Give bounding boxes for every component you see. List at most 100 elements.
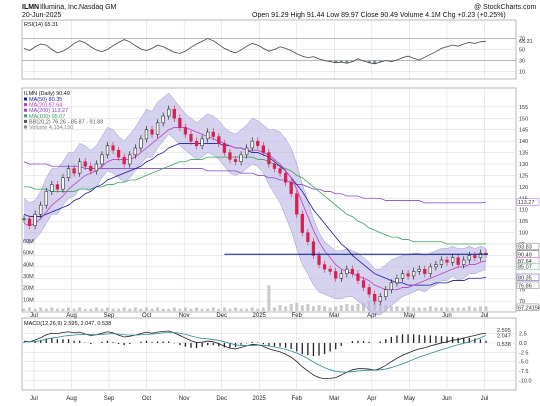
macd-tick-label: -10.0 [519,378,532,384]
volume-bar [400,307,405,311]
volume-bar [362,302,366,311]
volume-bar [139,308,143,311]
candle-body [211,131,215,137]
candle-body [83,161,87,167]
volume-bar [272,307,276,311]
candle-body [94,163,98,172]
candle-body [283,172,288,183]
legend-entry: Volume 4,134,150 [29,125,73,131]
volume-bar [156,307,160,311]
candle-body [339,273,343,279]
candle-body [367,287,371,295]
price-value-label: 85.07 [518,265,532,271]
volume-bar [462,307,466,311]
volume-bar [211,307,215,311]
x-tick-label-price: 2025 [253,313,267,319]
candle-body [155,122,160,135]
volume-bar [451,307,455,311]
candle-body [111,145,115,151]
rsi-tick-label: 70 [519,37,525,43]
candle-body [50,184,54,192]
legend-entry: MA(50) 80.35 [29,97,62,103]
quote-line: Open 91.29 High 91.44 Low 89.97 Close 90… [252,12,506,19]
bollinger-lower [23,133,487,316]
candle-body [378,296,382,302]
candle-body [239,154,243,162]
x-tick-label-macd: Feb [292,396,303,402]
legend-swatch [24,103,27,107]
volume-bar [183,307,187,311]
copyright: @ StockCharts.com [474,4,537,11]
candle-body [289,182,293,194]
candle-body [295,193,299,215]
candle-body [133,147,137,156]
x-tick-label-macd: Nov [179,396,190,402]
volume-bar [234,307,238,311]
price-tick-label: 120 [519,185,528,191]
price-tick-label: 70 [519,299,525,305]
rsi-tick-label: 30 [519,59,525,65]
candle-body [217,136,221,144]
price-value-label: 93.83 [518,245,532,251]
candle-body [100,154,104,165]
volume-bar [167,308,171,311]
x-tick-label-price: Sep [104,313,115,319]
volume-bar [111,308,115,311]
price-title: ILMN (Daily) 90.49 [24,91,70,97]
candle-body [384,289,388,297]
volume-bar [289,304,293,311]
price-value-label: 87.64 [518,259,532,265]
volume-bar [128,308,132,311]
candle-body [161,115,165,124]
ma100-line [24,156,487,245]
volume-bar [33,308,37,311]
volume-bar [195,307,199,311]
ma20-line [23,127,487,291]
volume-bar [345,304,349,311]
macd-tick-label: -5.0 [519,360,528,366]
price-series [22,92,488,316]
candle-body [373,294,377,302]
volume-bar [323,306,327,311]
price-value-label: 67.24156 [518,305,540,311]
volume-bar [467,306,471,311]
price-tick-label: 150 [519,116,528,122]
x-tick-label-price: Feb [292,313,303,319]
candle-body [167,108,171,117]
volume-bar [456,307,460,311]
macd-value-label: 2.047 [497,333,511,339]
macd-tick-label: 2.5 [519,332,527,338]
legend-swatch [24,108,27,112]
x-tick-label-macd: Jul [30,396,38,402]
x-tick-label-price: Dec [216,313,227,319]
candle-body [194,140,199,146]
candle-body [22,218,26,220]
candle-body [200,138,204,146]
bollinger-upper [23,92,487,270]
price-tick-label: 125 [519,173,528,179]
volume-bar [328,307,332,311]
volume-bar [94,307,98,311]
price-value-badge [516,198,540,206]
volume-bar [484,306,488,311]
candle-body [456,257,460,265]
x-tick-label-price: May [404,313,415,319]
candle-body [467,255,471,261]
candle-body [311,241,316,256]
candle-body [400,273,405,279]
candle-body [66,168,71,178]
legend-swatch [24,119,27,123]
candle-body [44,191,48,206]
volume-bar [356,304,360,311]
volume-bar [445,307,449,311]
volume-bar [50,307,54,311]
candle-body [172,108,176,119]
bollinger-band [24,93,486,315]
candle-body [33,214,37,226]
candle-body [300,214,304,233]
candle-body [356,273,360,281]
volume-bar [78,307,82,311]
x-tick-label-price: Oct [142,313,152,319]
candle-body [445,259,449,263]
macd-tick-label: -7.5 [519,369,528,375]
